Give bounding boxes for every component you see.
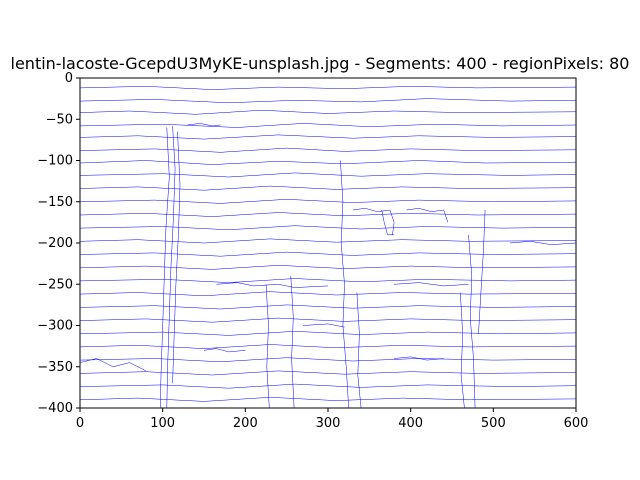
y-tick-label-3: −150 bbox=[37, 195, 73, 210]
chart-title: lentin-lacoste-GcepdU3MyKE-unsplash.jpg … bbox=[11, 54, 630, 73]
y-tick-label-1: −50 bbox=[46, 112, 73, 127]
segment-contour-39 bbox=[216, 282, 329, 288]
segment-contour-33 bbox=[468, 234, 476, 409]
plot-background bbox=[80, 78, 576, 408]
segment-contour-28 bbox=[265, 284, 270, 409]
segment-contour-11 bbox=[79, 225, 577, 231]
y-tick-label-6: −300 bbox=[37, 319, 73, 334]
segment-contour-12 bbox=[79, 238, 577, 244]
segment-contour-42 bbox=[394, 356, 444, 361]
segment-contour-10 bbox=[79, 212, 577, 217]
segment-contour-1 bbox=[79, 98, 577, 104]
segment-contour-43 bbox=[203, 348, 246, 353]
x-axis: 0 100 200 300 400 500 600 bbox=[76, 408, 589, 431]
segment-contour-0 bbox=[79, 86, 577, 90]
y-tick-label-2: −100 bbox=[37, 154, 73, 169]
x-tick-label-2: 200 bbox=[233, 416, 258, 431]
segment-contour-45 bbox=[509, 241, 577, 245]
segment-contour-22 bbox=[79, 370, 577, 376]
segment-contour-16 bbox=[79, 291, 577, 297]
segment-contour-32 bbox=[460, 292, 465, 409]
segment-contour-29 bbox=[290, 275, 295, 409]
segment-contour-37 bbox=[406, 208, 449, 223]
segment-contour-36 bbox=[352, 208, 395, 235]
x-tick-label-1: 100 bbox=[150, 416, 175, 431]
segment-contour-13 bbox=[79, 251, 577, 257]
segment-contour-6 bbox=[79, 160, 577, 165]
x-tick-label-0: 0 bbox=[76, 416, 84, 431]
x-tick-label-6: 600 bbox=[564, 416, 589, 431]
x-tick-label-4: 400 bbox=[398, 416, 423, 431]
x-tick-label-5: 500 bbox=[481, 416, 506, 431]
y-axis: 0 −50 −100 −150 −200 −250 −300 −350 −400 bbox=[37, 71, 80, 416]
segment-contour-15 bbox=[79, 278, 577, 283]
y-tick-label-8: −400 bbox=[37, 401, 73, 416]
segment-contour-25 bbox=[159, 127, 170, 409]
segment-contour-27 bbox=[172, 131, 181, 384]
y-tick-label-4: −200 bbox=[37, 236, 73, 251]
segment-contour-7 bbox=[79, 172, 577, 178]
segment-contour-44 bbox=[79, 358, 147, 372]
segment-contours bbox=[79, 86, 577, 409]
segment-contour-26 bbox=[166, 125, 176, 409]
segment-contour-9 bbox=[79, 199, 577, 204]
segment-contour-21 bbox=[79, 357, 577, 363]
segment-contour-34 bbox=[478, 209, 486, 334]
segment-contour-30 bbox=[340, 160, 349, 409]
segment-contour-40 bbox=[394, 282, 469, 287]
segment-contour-31 bbox=[356, 292, 362, 409]
y-tick-label-5: −250 bbox=[37, 277, 73, 292]
segment-contour-5 bbox=[79, 147, 577, 153]
segment-contour-35 bbox=[187, 123, 221, 127]
segment-contour-18 bbox=[79, 317, 577, 323]
segment-contour-41 bbox=[303, 323, 345, 328]
segment-contour-14 bbox=[79, 265, 577, 270]
segment-contour-17 bbox=[79, 304, 577, 310]
segment-contour-8 bbox=[79, 185, 577, 191]
segment-contour-20 bbox=[79, 344, 577, 349]
segment-contour-4 bbox=[79, 134, 577, 140]
segment-contour-3 bbox=[79, 123, 577, 128]
plot-area bbox=[79, 77, 577, 409]
segment-contour-24 bbox=[79, 397, 577, 402]
segment-contour-19 bbox=[79, 331, 577, 336]
y-tick-label-0: 0 bbox=[65, 71, 73, 86]
x-tick-label-3: 300 bbox=[316, 416, 341, 431]
y-tick-label-7: −350 bbox=[37, 360, 73, 375]
segment-contour-38 bbox=[381, 209, 395, 236]
segment-contour-2 bbox=[79, 109, 577, 115]
segment-contour-23 bbox=[79, 383, 577, 389]
